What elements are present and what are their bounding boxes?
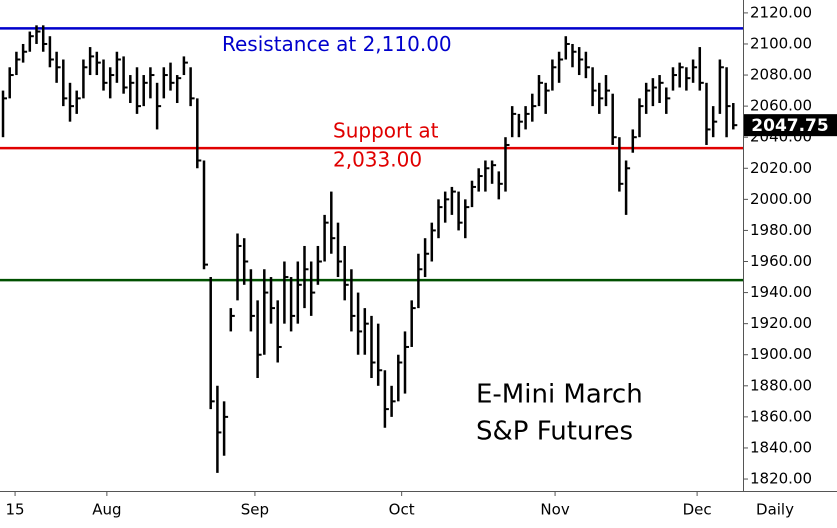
x-tick-label: Oct	[389, 501, 415, 519]
x-tick-label: Aug	[92, 501, 121, 519]
y-tick-label: 1980.00	[750, 221, 812, 239]
y-tick-label: 2120.00	[750, 3, 812, 21]
last-price-box	[744, 114, 837, 137]
x-tick-label: Dec	[683, 501, 712, 519]
y-tick-label: 2000.00	[750, 190, 812, 208]
y-tick-label: 2100.00	[750, 34, 812, 52]
x-tick-label: Sep	[241, 501, 269, 519]
support-label: Support at	[333, 119, 439, 143]
y-tick-label: 1920.00	[750, 314, 812, 332]
chart-title: E-Mini March	[476, 380, 643, 410]
chart-title: S&P Futures	[476, 417, 633, 447]
y-tick-label: 1880.00	[750, 376, 812, 394]
support-label: 2,033.00	[333, 148, 422, 172]
x-tick-label: Nov	[540, 501, 569, 519]
y-tick-label: 2060.00	[750, 97, 812, 115]
y-tick-label: 1860.00	[750, 407, 812, 425]
y-tick-label: 1940.00	[750, 283, 812, 301]
y-tick-label: 2020.00	[750, 159, 812, 177]
y-tick-label: 1960.00	[750, 252, 812, 270]
period-label: Daily	[756, 501, 794, 519]
y-tick-label: 2080.00	[750, 66, 812, 84]
y-tick-label: 1820.00	[750, 470, 812, 488]
resistance-label: Resistance at 2,110.00	[222, 32, 452, 56]
last-price-label: 2047.75	[751, 116, 828, 136]
x-tick-label: 15	[6, 501, 25, 519]
y-tick-label: 1900.00	[750, 345, 812, 363]
y-tick-label: 1840.00	[750, 438, 812, 456]
